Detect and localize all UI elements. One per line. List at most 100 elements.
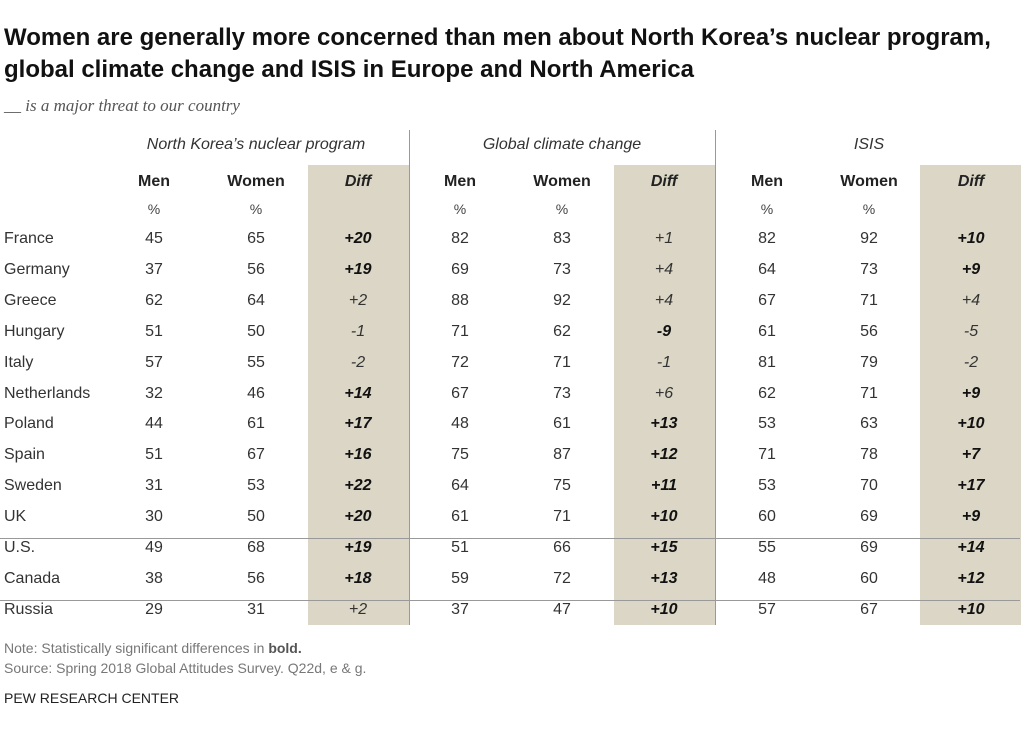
value-cell: 37 [451, 600, 469, 618]
diff-cell: +10 [957, 415, 985, 433]
group-header: Global climate change [482, 136, 642, 153]
value-cell: 64 [758, 260, 776, 278]
row-label: Netherlands [4, 384, 91, 402]
column-header: Men [138, 173, 170, 190]
diff-cell: +2 [348, 600, 368, 618]
diff-cell: +4 [654, 291, 674, 309]
value-cell: 53 [247, 477, 265, 495]
value-cell: 81 [758, 353, 776, 371]
row-label: France [4, 230, 54, 247]
diff-cell: -1 [656, 353, 672, 371]
value-cell: 59 [451, 569, 469, 587]
diff-cell: +11 [651, 477, 677, 495]
value-cell: 46 [247, 384, 265, 402]
value-cell: 48 [758, 569, 776, 587]
value-cell: 64 [451, 477, 469, 495]
value-cell: 61 [247, 415, 265, 433]
value-cell: 87 [553, 446, 571, 464]
diff-cell: -1 [350, 322, 366, 340]
column-separator [715, 130, 716, 625]
subtitle: __ is a major threat to our country [4, 96, 240, 115]
value-cell: 70 [860, 477, 878, 495]
diff-cell: +22 [344, 477, 372, 495]
value-cell: 92 [553, 291, 571, 309]
group-header: North Korea’s nuclear program [146, 136, 366, 153]
column-unit: % [862, 201, 876, 217]
value-cell: 37 [145, 260, 163, 278]
value-cell: 73 [860, 260, 878, 278]
value-cell: 56 [247, 569, 265, 587]
row-label: Russia [4, 600, 53, 618]
row-label: Sweden [4, 477, 62, 495]
column-unit: % [453, 201, 467, 217]
value-cell: 63 [860, 415, 878, 433]
diff-cell: +7 [961, 446, 981, 464]
column-unit: % [147, 201, 161, 217]
column-header: Men [444, 173, 476, 190]
value-cell: 75 [451, 446, 469, 464]
diff-cell: +14 [957, 539, 985, 556]
diff-cell: +9 [961, 260, 981, 278]
value-cell: 50 [247, 508, 265, 526]
diff-cell: +16 [344, 446, 372, 464]
row-label: Hungary [4, 322, 65, 340]
value-cell: 31 [145, 477, 163, 495]
diff-cell: +13 [650, 415, 678, 433]
diff-cell: +14 [344, 384, 372, 402]
diff-cell: +15 [650, 539, 678, 556]
title: Women are generally more concerned than … [4, 24, 991, 83]
value-cell: 82 [451, 230, 469, 247]
value-cell: 92 [860, 230, 878, 247]
column-header: Women [533, 173, 591, 190]
value-cell: 72 [553, 569, 571, 587]
row-separator [0, 538, 1020, 539]
value-cell: 78 [860, 446, 878, 464]
column-header: Women [840, 173, 898, 190]
value-cell: 48 [451, 415, 469, 433]
value-cell: 61 [758, 322, 776, 340]
value-cell: 71 [553, 508, 571, 526]
column-header: Women [227, 173, 285, 190]
value-cell: 60 [860, 569, 878, 587]
row-separator [0, 599, 1020, 601]
value-cell: 56 [860, 322, 878, 340]
value-cell: 38 [145, 569, 163, 587]
diff-cell: +12 [957, 569, 985, 587]
value-cell: 71 [860, 291, 878, 309]
value-cell: 71 [553, 353, 571, 371]
source: Source: Spring 2018 Global Attitudes Sur… [4, 660, 367, 676]
value-cell: 31 [247, 600, 265, 618]
diff-cell: +4 [654, 260, 674, 278]
value-cell: 62 [758, 384, 776, 402]
value-cell: 73 [553, 260, 571, 278]
value-cell: 71 [758, 446, 776, 464]
value-cell: 51 [145, 322, 163, 340]
value-cell: 61 [451, 508, 469, 526]
value-cell: 57 [758, 600, 776, 618]
diff-cell: +1 [654, 230, 674, 247]
row-label: U.S. [4, 539, 36, 556]
value-cell: 68 [247, 539, 265, 556]
row-label: Spain [4, 446, 45, 464]
value-cell: 67 [451, 384, 469, 402]
value-cell: 69 [451, 260, 469, 278]
value-cell: 67 [247, 446, 265, 464]
column-header: Diff [344, 173, 372, 190]
value-cell: 30 [145, 508, 163, 526]
value-cell: 83 [553, 230, 571, 247]
value-cell: 60 [758, 508, 776, 526]
value-cell: 88 [451, 291, 469, 309]
column-header: Diff [650, 173, 678, 190]
value-cell: 82 [758, 230, 776, 247]
value-cell: 71 [451, 322, 469, 340]
diff-cell: +19 [344, 539, 372, 556]
diff-cell: +17 [344, 415, 372, 433]
group-header: ISIS [853, 136, 885, 153]
column-unit: % [760, 201, 774, 217]
diff-cell: +10 [650, 600, 678, 618]
diff-cell: +9 [961, 384, 981, 402]
note-bold: bold. [268, 640, 302, 656]
value-cell: 79 [860, 353, 878, 371]
diff-cell: +2 [348, 291, 368, 309]
